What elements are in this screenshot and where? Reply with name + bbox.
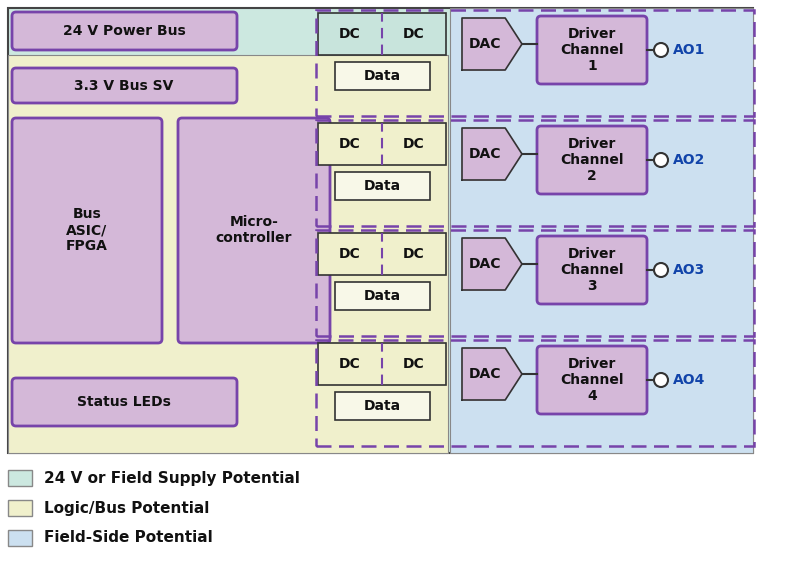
Polygon shape [462,18,522,70]
FancyBboxPatch shape [12,12,237,50]
Text: 24 V Power Bus: 24 V Power Bus [62,24,186,38]
Text: DC: DC [339,27,361,41]
Text: Driver
Channel
2: Driver Channel 2 [560,137,624,183]
Text: Data: Data [364,179,401,193]
Text: Driver
Channel
4: Driver Channel 4 [560,357,624,403]
Bar [335,282,430,310]
Bar [316,10,754,116]
Text: Driver
Channel
3: Driver Channel 3 [560,247,624,293]
FancyBboxPatch shape [537,126,647,194]
Text: DAC: DAC [469,367,501,381]
Circle shape [654,153,668,167]
Bar [8,530,32,546]
Bar [335,392,430,420]
FancyBboxPatch shape [537,16,647,84]
FancyBboxPatch shape [178,118,330,343]
Text: DC: DC [403,247,425,261]
Text: DAC: DAC [469,37,501,51]
Bar [318,233,446,275]
Text: AO1: AO1 [673,43,706,57]
Text: DAC: DAC [469,257,501,271]
Bar [316,120,754,226]
FancyBboxPatch shape [12,68,237,103]
Text: DC: DC [339,137,361,151]
Text: 3.3 V Bus SV: 3.3 V Bus SV [74,79,174,93]
Text: Data: Data [364,399,401,413]
Bar [335,172,430,200]
Bar [8,470,32,486]
Bar [316,230,754,336]
Bar [335,62,430,90]
Text: Micro-
controller: Micro- controller [216,215,292,245]
FancyBboxPatch shape [537,236,647,304]
Text: Data: Data [364,69,401,83]
Text: DC: DC [339,247,361,261]
Bar [318,343,446,385]
Text: Logic/Bus Potential: Logic/Bus Potential [44,501,210,515]
Text: DC: DC [403,27,425,41]
Bar [316,340,754,446]
Bar [318,123,446,165]
Text: AO2: AO2 [673,153,706,167]
Bar [8,55,448,453]
Text: AO3: AO3 [673,263,706,277]
Bar [8,8,753,453]
FancyBboxPatch shape [12,118,162,343]
Text: Bus
ASIC/
FPGA: Bus ASIC/ FPGA [66,207,108,253]
Text: 24 V or Field Supply Potential: 24 V or Field Supply Potential [44,470,300,486]
Polygon shape [462,128,522,180]
Bar [318,13,446,55]
Text: DC: DC [339,357,361,371]
Bar [8,500,32,516]
Text: DAC: DAC [469,147,501,161]
Text: AO4: AO4 [673,373,706,387]
Text: Driver
Channel
1: Driver Channel 1 [560,27,624,73]
FancyBboxPatch shape [12,378,237,426]
Text: Data: Data [364,289,401,303]
Polygon shape [462,238,522,290]
Bar [450,8,753,453]
Circle shape [654,263,668,277]
Text: Field-Side Potential: Field-Side Potential [44,531,213,545]
Text: DC: DC [403,137,425,151]
Text: Status LEDs: Status LEDs [77,395,171,409]
Circle shape [654,43,668,57]
FancyBboxPatch shape [537,346,647,414]
Circle shape [654,373,668,387]
Polygon shape [462,348,522,400]
Text: DC: DC [403,357,425,371]
